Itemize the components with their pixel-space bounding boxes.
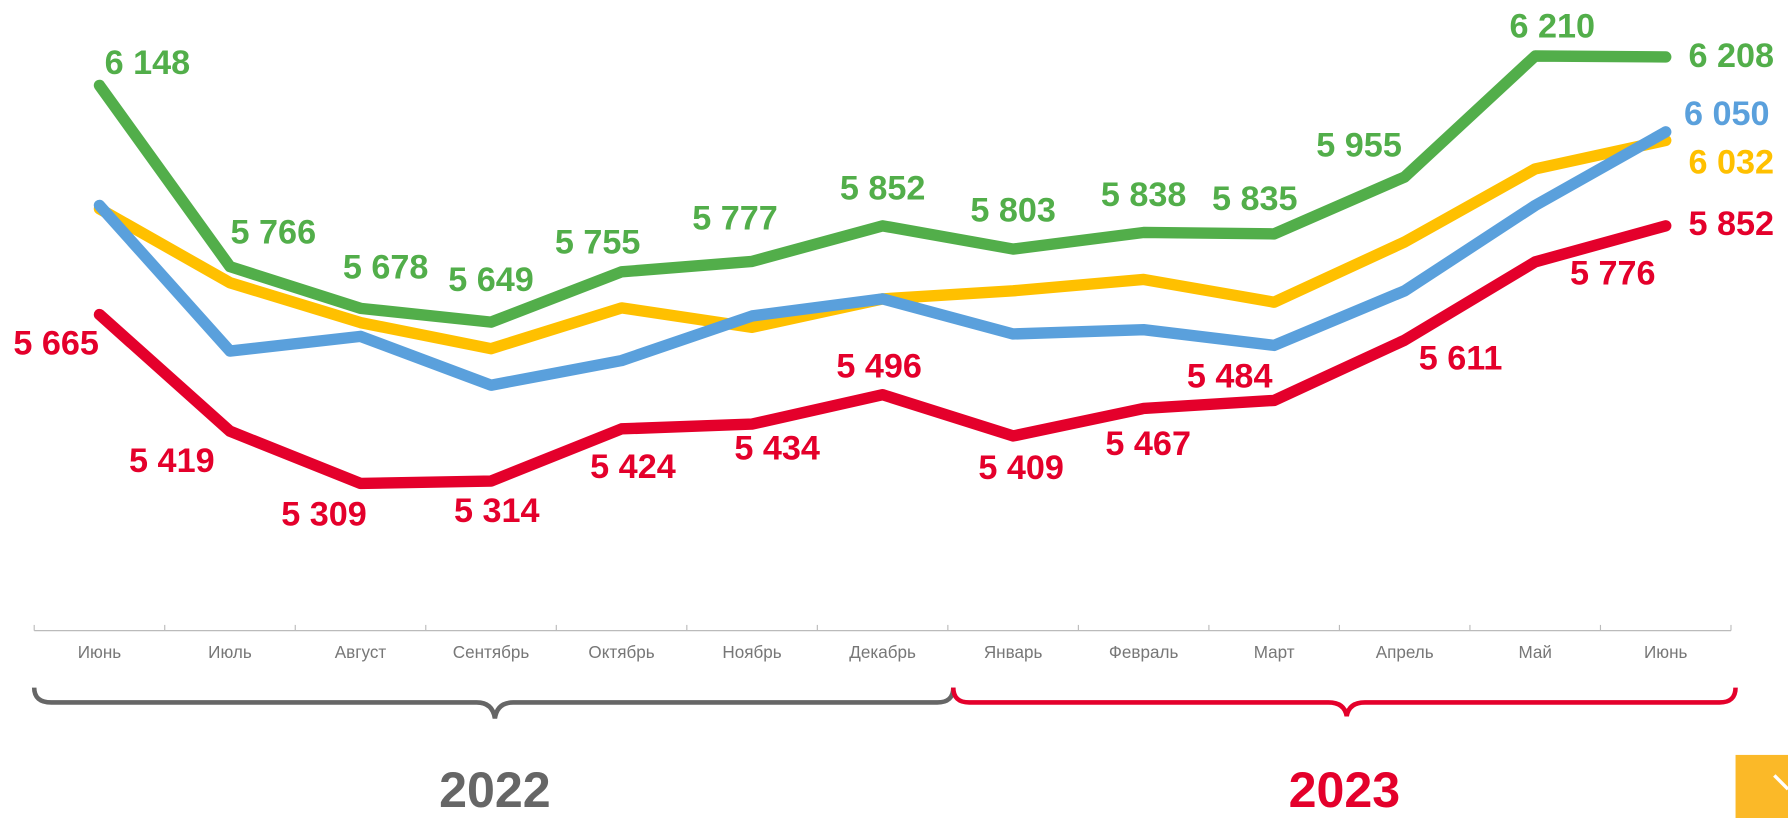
corner-arrow	[1773, 774, 1788, 791]
data-label: 5 777	[692, 199, 778, 237]
series-line	[93, 220, 1672, 490]
x-tick-label: Июнь	[1644, 643, 1688, 662]
data-label: 5 649	[448, 261, 534, 299]
data-label: 6 050	[1684, 95, 1770, 133]
data-label: 5 611	[1419, 340, 1503, 378]
data-label: 5 309	[281, 496, 367, 534]
year-label: 2022	[439, 762, 551, 818]
corner-badge	[1735, 754, 1788, 818]
data-label: 5 467	[1105, 425, 1191, 463]
data-label: 5 484	[1187, 358, 1273, 396]
x-tick-label: Август	[335, 643, 387, 662]
x-tick-label: Ноябрь	[722, 643, 781, 662]
data-label: 6 032	[1689, 143, 1775, 181]
data-label: 5 835	[1212, 180, 1298, 218]
data-label: 5 776	[1570, 255, 1656, 293]
year-label: 2023	[1289, 762, 1401, 818]
data-label: 6 210	[1510, 8, 1596, 46]
x-tick-label: Июнь	[78, 643, 122, 662]
x-tick-label: Сентябрь	[453, 643, 530, 662]
data-label: 5 755	[555, 224, 641, 262]
data-label: 5 314	[454, 492, 540, 530]
series-line	[93, 126, 1672, 391]
data-label: 5 852	[1689, 205, 1775, 243]
data-label: 5 803	[970, 192, 1056, 230]
x-tick-label: Январь	[984, 643, 1043, 662]
data-label: 5 955	[1316, 126, 1402, 164]
data-label: 6 148	[105, 44, 191, 82]
data-label: 5 852	[840, 170, 926, 208]
data-label: 5 496	[836, 348, 922, 386]
data-label: 5 434	[734, 429, 820, 467]
data-label: 5 838	[1101, 176, 1187, 214]
x-tick-label: Март	[1254, 643, 1295, 662]
data-label: 5 766	[231, 214, 317, 252]
x-tick-label: Апрель	[1376, 643, 1434, 662]
x-tick-label: Октябрь	[588, 643, 654, 662]
data-label: 5 665	[13, 324, 99, 362]
brace-2022	[31, 687, 956, 719]
brace-2023	[951, 687, 1738, 717]
x-tick-label: Июль	[208, 643, 252, 662]
x-tick-label: Декабрь	[849, 643, 916, 662]
series-line	[93, 50, 1672, 328]
data-label: 5 678	[343, 249, 429, 287]
data-label: 5 419	[129, 442, 215, 480]
x-tick-label: Май	[1518, 643, 1552, 662]
data-label: 6 208	[1689, 37, 1775, 75]
data-label: 5 424	[590, 448, 676, 486]
data-label: 5 409	[978, 449, 1064, 487]
x-tick-label: Февраль	[1109, 643, 1179, 662]
